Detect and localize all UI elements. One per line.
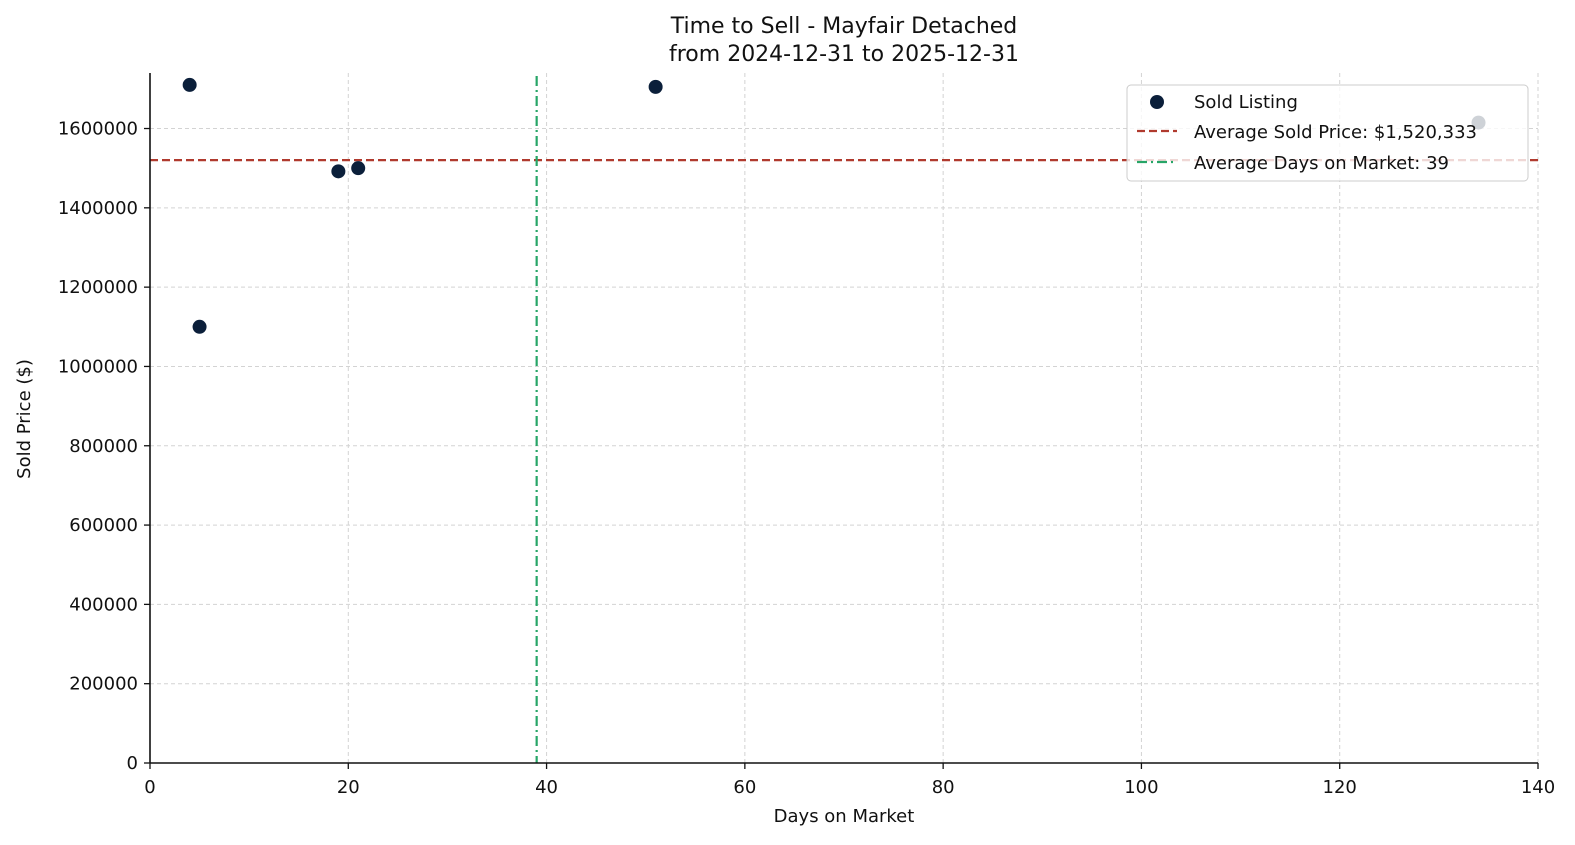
data-point — [331, 164, 346, 179]
axes — [144, 73, 1539, 769]
x-tick-label: 20 — [337, 777, 360, 798]
chart-subtitle: from 2024-12-31 to 2025-12-31 — [669, 42, 1019, 67]
y-tick-label: 0 — [127, 753, 138, 774]
y-tick-label: 1000000 — [58, 356, 138, 377]
legend-marker-sold-listing — [1150, 95, 1164, 109]
y-tick-label: 200000 — [69, 674, 138, 695]
legend-label-average-days: Average Days on Market: 39 — [1194, 153, 1449, 174]
x-tick-label: 80 — [932, 777, 955, 798]
y-tick-label: 1600000 — [58, 119, 138, 140]
legend-box — [1126, 84, 1529, 182]
y-axis-label: Sold Price ($) — [14, 359, 35, 479]
x-tick-label: 120 — [1323, 777, 1357, 798]
data-point — [182, 77, 197, 92]
tick-labels: 0 20 40 60 80 100 120 140 0 200000 400000 600000 800… — [58, 119, 1555, 798]
y-tick-label: 600000 — [69, 515, 138, 536]
x-axis-label: Days on Market — [774, 806, 915, 827]
x-tick-label: 40 — [535, 777, 558, 798]
x-tick-label: 100 — [1124, 777, 1158, 798]
data-point — [648, 79, 663, 94]
grid — [150, 73, 1539, 763]
legend: Sold Listing Average Sold Price: $1,520,… — [1126, 84, 1529, 182]
data-point — [192, 319, 207, 334]
legend-label-average-price: Average Sold Price: $1,520,333 — [1194, 122, 1477, 143]
data-point — [351, 161, 366, 176]
y-tick-label: 400000 — [69, 594, 138, 615]
legend-label-sold-listing: Sold Listing — [1194, 92, 1298, 113]
y-tick-label: 1400000 — [58, 198, 138, 219]
y-tick-label: 800000 — [69, 436, 138, 457]
x-tick-label: 0 — [144, 777, 155, 798]
y-tick-label: 1200000 — [58, 277, 138, 298]
x-tick-label: 140 — [1521, 777, 1555, 798]
chart-title: Time to Sell - Mayfair Detached — [670, 14, 1018, 39]
x-tick-label: 60 — [733, 777, 756, 798]
